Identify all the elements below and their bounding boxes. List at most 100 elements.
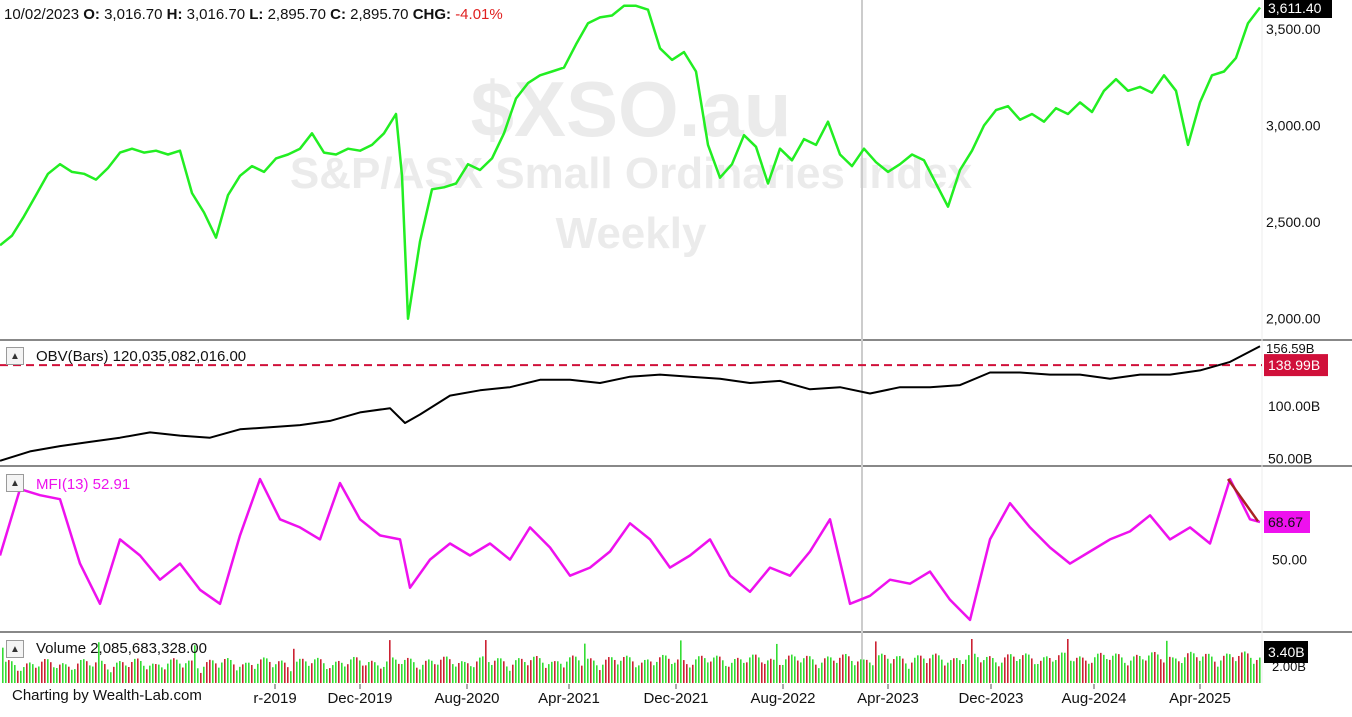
volume-bar <box>857 661 859 683</box>
volume-bar <box>899 656 901 683</box>
volume-bar <box>71 669 73 683</box>
volume-bar <box>695 659 697 683</box>
volume-bar <box>29 662 31 683</box>
volume-bar <box>98 642 100 683</box>
x-tick-label: Aug-2024 <box>1061 690 1126 707</box>
volume-bar <box>167 663 169 683</box>
volume-bar <box>545 667 547 683</box>
volume-bar <box>329 668 331 683</box>
volume-bar <box>335 661 337 683</box>
volume-bar <box>122 662 124 683</box>
volume-bar <box>1190 651 1192 683</box>
volume-bar <box>332 665 334 683</box>
volume-bar <box>245 662 247 683</box>
volume-bar <box>782 664 784 683</box>
volume-bar <box>1157 654 1159 683</box>
volume-bar <box>338 660 340 683</box>
volume-bar <box>548 664 550 683</box>
volume-bar <box>1148 655 1150 683</box>
volume-bar <box>929 658 931 683</box>
mfi-last-badge <box>1264 510 1310 533</box>
volume-bar <box>101 660 103 683</box>
volume-bar <box>1007 654 1009 683</box>
volume-bar <box>251 665 253 683</box>
volume-bar <box>446 656 448 683</box>
volume-bar <box>152 663 154 683</box>
volume-bar <box>1016 660 1018 683</box>
volume-bar <box>971 639 973 683</box>
volume-bar <box>1019 659 1021 683</box>
volume-bar <box>1250 657 1252 683</box>
obv-pane-toggle-button[interactable]: ▲ <box>6 347 24 365</box>
volume-bar <box>551 661 553 683</box>
volume-bar <box>494 660 496 683</box>
volume-bar <box>1154 651 1156 683</box>
volume-bar <box>428 659 430 683</box>
volume-bar <box>944 665 946 683</box>
volume-bar <box>554 661 556 683</box>
volume-pane-toggle-button[interactable]: ▲ <box>6 640 24 658</box>
volume-bar <box>323 663 325 683</box>
volume-bar <box>917 655 919 683</box>
volume-bar <box>95 662 97 683</box>
volume-bar <box>686 664 688 683</box>
volume-bar <box>32 664 34 683</box>
volume-bar <box>59 664 61 683</box>
volume-bar <box>632 661 634 683</box>
volume-bar <box>1259 657 1261 683</box>
volume-bar <box>1235 661 1237 683</box>
obv-y-tick: 100.00B <box>1268 398 1320 414</box>
volume-bar <box>854 665 856 683</box>
volume-bar <box>2 647 4 683</box>
volume-bar <box>1043 657 1045 683</box>
volume-bar <box>479 657 481 683</box>
volume-bar <box>1076 657 1078 683</box>
price-last-badge <box>1264 0 1332 18</box>
volume-bar <box>107 669 109 683</box>
volume-bar <box>17 670 19 683</box>
volume-bar <box>164 669 166 683</box>
mfi-pane-toggle-button[interactable]: ▲ <box>6 474 24 492</box>
volume-bar <box>887 658 889 683</box>
volume-bar <box>317 657 319 683</box>
volume-bar <box>344 666 346 683</box>
volume-bar <box>131 661 133 683</box>
volume-bar <box>146 669 148 683</box>
volume-bar <box>254 668 256 683</box>
volume-bar <box>1046 656 1048 683</box>
bar-date: 10/02/2023 <box>4 6 80 23</box>
volume-bar <box>629 657 631 683</box>
volume-bar <box>1187 653 1189 683</box>
watermark-symbol: $XSO.au <box>471 65 792 153</box>
volume-bar <box>488 662 490 683</box>
volume-bar <box>110 672 112 683</box>
volume-bar <box>1133 656 1135 683</box>
volume-bar <box>866 659 868 683</box>
volume-bar <box>1184 657 1186 683</box>
volume-bar <box>347 664 349 683</box>
volume-bar <box>533 656 535 683</box>
volume-bar <box>284 662 286 683</box>
volume-bar <box>776 643 778 683</box>
volume-bar <box>602 664 604 683</box>
volume-bar <box>203 666 205 683</box>
volume-bar <box>398 663 400 683</box>
x-axis-band <box>0 684 1352 717</box>
volume-bar <box>1175 658 1177 683</box>
volume-bar <box>482 656 484 683</box>
volume-bar <box>614 659 616 683</box>
volume-bar <box>797 660 799 683</box>
volume-bar <box>668 658 670 683</box>
volume-bar <box>230 659 232 683</box>
volume-bar <box>941 659 943 683</box>
volume-bar <box>1145 660 1147 683</box>
volume-bar <box>8 660 10 683</box>
volume-bar <box>416 667 418 683</box>
volume-bar <box>1220 660 1222 683</box>
volume-bar <box>869 662 871 683</box>
volume-bar <box>458 662 460 683</box>
volume-bar <box>119 661 121 683</box>
volume-bar <box>821 662 823 683</box>
volume-bar <box>947 662 949 683</box>
